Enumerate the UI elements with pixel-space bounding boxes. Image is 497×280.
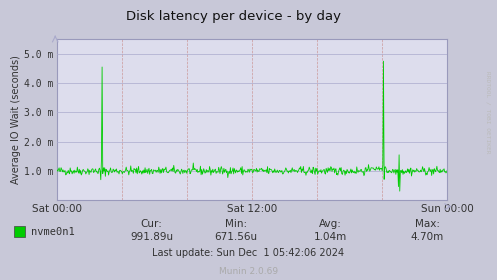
- Text: Avg:: Avg:: [319, 219, 342, 229]
- Text: 671.56u: 671.56u: [215, 232, 257, 242]
- Text: Last update: Sun Dec  1 05:42:06 2024: Last update: Sun Dec 1 05:42:06 2024: [153, 248, 344, 258]
- Text: RRDTOOL / TOBI OETIKER: RRDTOOL / TOBI OETIKER: [486, 71, 491, 153]
- Text: Munin 2.0.69: Munin 2.0.69: [219, 267, 278, 276]
- Text: Cur:: Cur:: [141, 219, 163, 229]
- Text: Max:: Max:: [415, 219, 440, 229]
- Y-axis label: Average IO Wait (seconds): Average IO Wait (seconds): [11, 55, 21, 184]
- Text: Disk latency per device - by day: Disk latency per device - by day: [126, 10, 341, 23]
- Text: 4.70m: 4.70m: [411, 232, 444, 242]
- Text: 991.89u: 991.89u: [130, 232, 173, 242]
- Text: 1.04m: 1.04m: [314, 232, 347, 242]
- Text: Min:: Min:: [225, 219, 247, 229]
- Text: nvme0n1: nvme0n1: [31, 227, 75, 237]
